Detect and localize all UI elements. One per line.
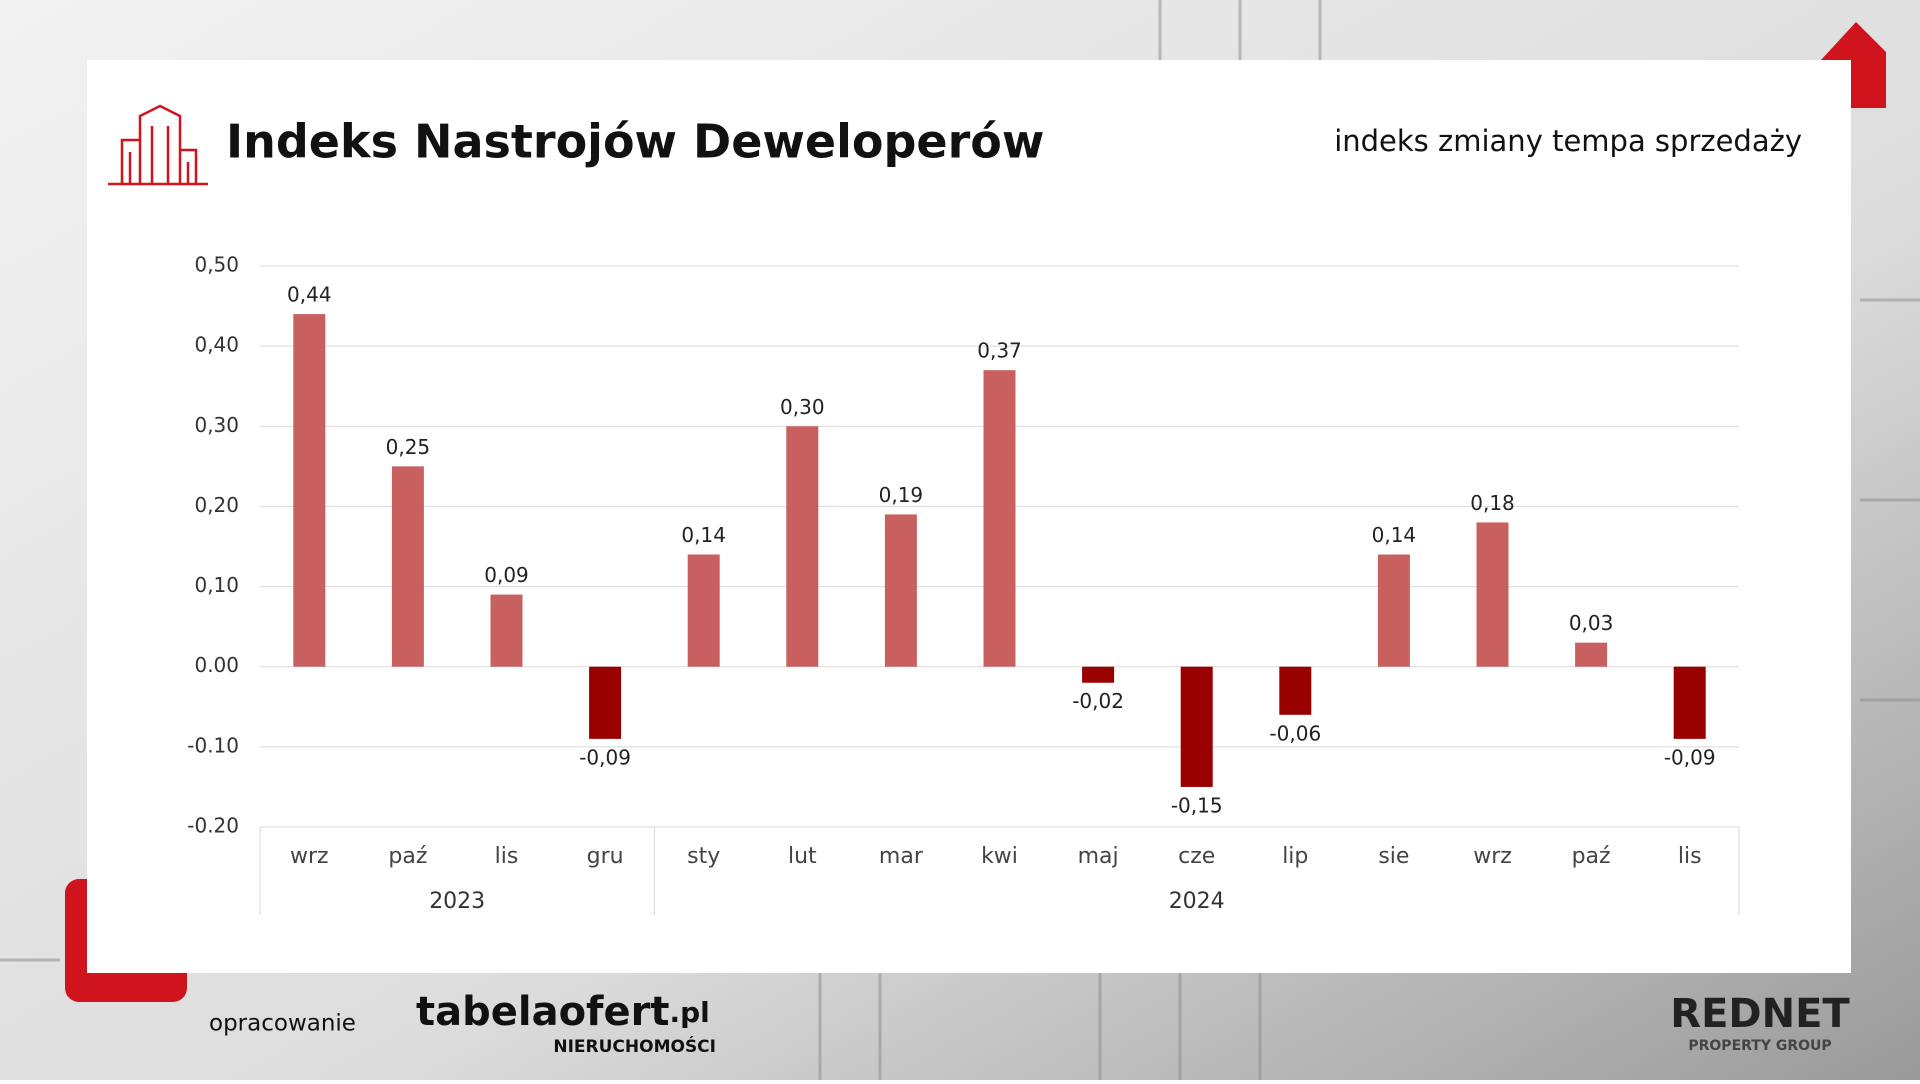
- logo-left-name: tabelaofert: [416, 989, 669, 1035]
- value-label: 0,19: [879, 483, 924, 507]
- value-label: 0,37: [977, 339, 1022, 363]
- logo-right-sub: PROPERTY GROUP: [1688, 1038, 1831, 1054]
- x-tick-label: paź: [388, 844, 427, 869]
- value-label: -0,09: [1664, 745, 1716, 769]
- x-tick-label: sie: [1378, 844, 1409, 869]
- y-tick-label: 0,20: [194, 493, 239, 517]
- bar: [687, 554, 720, 667]
- value-label: 0,14: [681, 523, 726, 547]
- bar: [1575, 642, 1608, 667]
- bar: [983, 370, 1016, 667]
- x-tick-label: wrz: [290, 844, 329, 869]
- x-tick-label: paź: [1572, 844, 1611, 869]
- bar: [1673, 666, 1706, 739]
- value-label: -0,02: [1072, 689, 1124, 713]
- y-tick-label: 0.00: [194, 653, 239, 677]
- x-tick-label: sty: [687, 844, 720, 869]
- value-label: 0,14: [1372, 523, 1417, 547]
- card: [87, 60, 1851, 973]
- x-tick-label: mar: [879, 844, 924, 869]
- x-tick-label: cze: [1178, 844, 1215, 869]
- logo-left-suffix: .pl: [669, 996, 709, 1029]
- bar: [293, 314, 326, 667]
- x-tick-label: lis: [1678, 844, 1702, 869]
- x-tick-label: kwi: [981, 844, 1018, 869]
- bar: [1377, 554, 1410, 667]
- x-tick-label: gru: [587, 844, 624, 869]
- x-tick-label: lis: [495, 844, 519, 869]
- bar: [589, 666, 622, 739]
- value-label: -0,06: [1269, 721, 1321, 745]
- value-label: 0,03: [1569, 611, 1614, 635]
- value-label: 0,30: [780, 395, 825, 419]
- group-label: 2024: [1169, 889, 1225, 914]
- x-tick-label: maj: [1078, 844, 1119, 869]
- plot: -0.20 -0.10 0.00 0,10 0,20 0,30 0,40 0,50 wrz 0,4…: [187, 253, 1740, 915]
- value-label: 0,18: [1470, 491, 1515, 515]
- value-label: 0,44: [287, 283, 332, 307]
- chart-title: Indeks Nastrojów Deweloperów: [226, 115, 1044, 169]
- logo-left-sub: NIERUCHOMOŚCI: [553, 1035, 716, 1057]
- bar: [1180, 666, 1213, 787]
- bar: [1279, 666, 1312, 715]
- value-label: 0,09: [484, 563, 529, 587]
- building-icon: [108, 104, 208, 186]
- x-tick-label: wrz: [1473, 844, 1512, 869]
- bar: [1082, 666, 1115, 683]
- y-tick-label: 0,50: [194, 253, 239, 277]
- y-tick-label: 0,10: [194, 573, 239, 597]
- bar: [884, 514, 917, 667]
- group-label: 2023: [429, 889, 485, 914]
- y-tick-label: 0,40: [194, 333, 239, 357]
- x-tick-label: lip: [1282, 844, 1308, 869]
- bar: [786, 426, 819, 667]
- y-tick-label: -0.20: [187, 814, 239, 838]
- y-tick-label: -0.10: [187, 733, 239, 757]
- value-label: -0,15: [1171, 793, 1223, 817]
- x-tick-label: lut: [788, 844, 817, 869]
- logo-left: tabelaofert.pl: [416, 989, 710, 1035]
- value-label: -0,09: [579, 745, 631, 769]
- logo-right: REDNET: [1670, 991, 1850, 1037]
- value-label: 0,25: [386, 435, 431, 459]
- bar: [1476, 522, 1509, 667]
- y-tick-label: 0,30: [194, 413, 239, 437]
- chart-subtitle: indeks zmiany tempa sprzedaży: [1334, 124, 1802, 158]
- credit: opracowanie: [209, 1011, 356, 1037]
- bar: [391, 466, 424, 667]
- bar: [490, 594, 523, 667]
